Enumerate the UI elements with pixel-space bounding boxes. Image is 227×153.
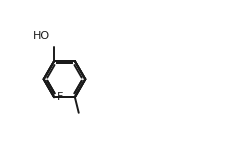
Text: F: F	[56, 92, 62, 102]
Text: HO: HO	[33, 31, 50, 41]
